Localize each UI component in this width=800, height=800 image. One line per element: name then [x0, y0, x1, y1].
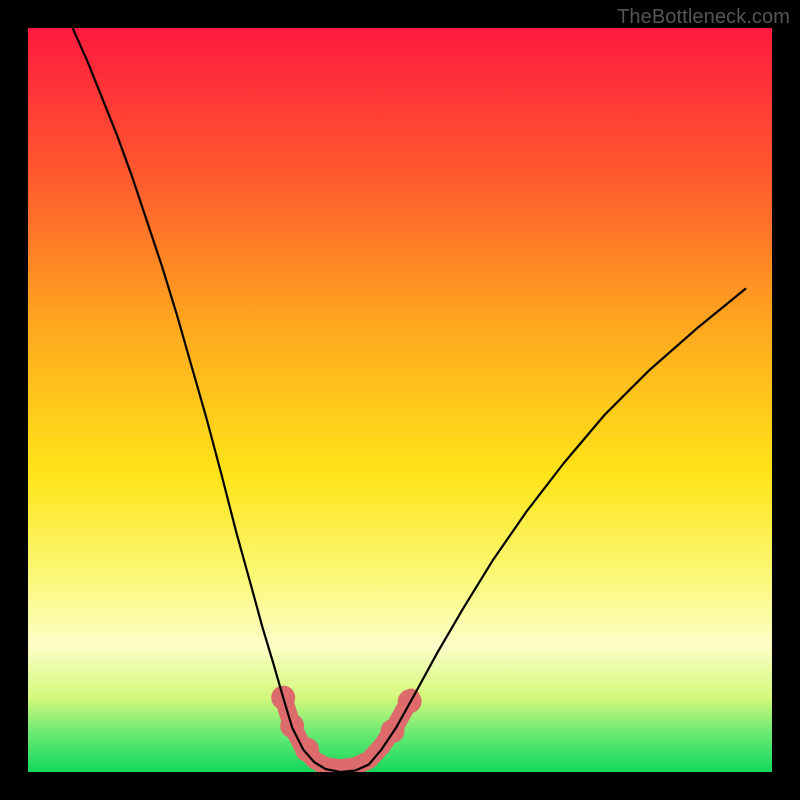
bottleneck-chart — [0, 0, 800, 800]
watermark-text: TheBottleneck.com — [617, 6, 790, 29]
chart-container: TheBottleneck.com — [0, 0, 800, 800]
gradient-background — [28, 28, 772, 772]
